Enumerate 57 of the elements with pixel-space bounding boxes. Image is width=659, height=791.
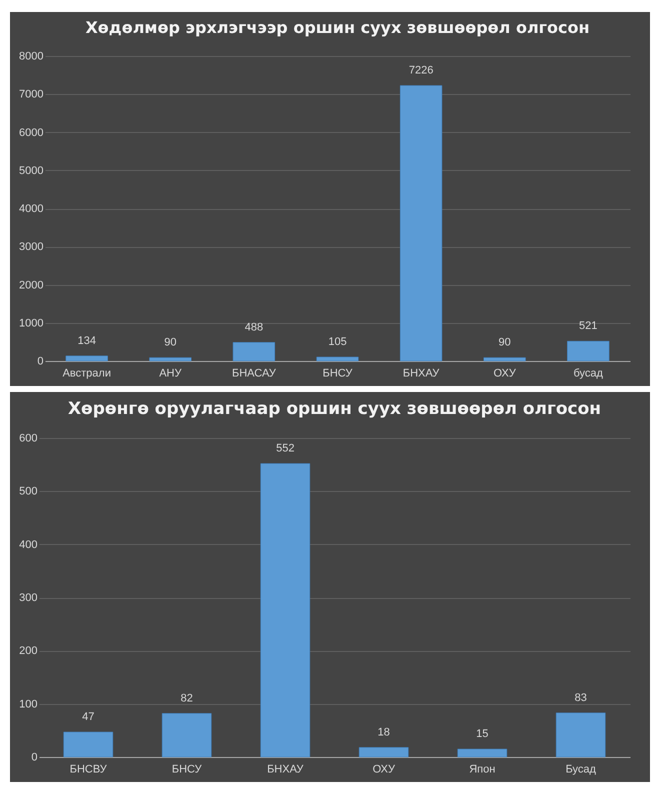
data-label: 7226 — [408, 64, 434, 77]
y-tick-label: 1000 — [19, 317, 44, 330]
x-tick-label: Бусад — [566, 764, 597, 776]
bar — [484, 357, 526, 362]
bar — [316, 356, 359, 362]
y-tick-label: 0 — [31, 752, 38, 764]
x-tick-label: БНХАУ — [402, 368, 440, 380]
bar — [232, 342, 276, 362]
data-label: 521 — [579, 320, 598, 332]
bar — [63, 732, 114, 758]
bar — [149, 357, 192, 362]
y-tick-label: 600 — [19, 432, 38, 444]
data-label: 18 — [378, 726, 390, 738]
x-tick-label: Австрали — [62, 368, 111, 380]
y-tick-label: 300 — [19, 592, 38, 604]
bar — [567, 340, 610, 362]
data-label: 15 — [476, 728, 488, 740]
bar — [400, 85, 442, 362]
y-tick-label: 3000 — [19, 241, 44, 254]
y-tick-label: 6000 — [19, 126, 44, 139]
data-label: 488 — [244, 321, 264, 334]
x-tick-label: БНХАУ — [267, 764, 304, 776]
data-label: 47 — [82, 711, 94, 724]
chart-title: Хөрөнгө оруулагчаар оршин суух зөвшөөрөл олгосон — [68, 399, 602, 419]
bar — [162, 713, 212, 758]
y-tick-label: 200 — [19, 645, 38, 658]
bar — [260, 463, 310, 758]
bar — [556, 712, 606, 758]
data-label: 552 — [276, 442, 294, 455]
x-tick-label: АНУ — [159, 368, 182, 380]
x-tick-label: БНАСАУ — [232, 368, 277, 380]
x-tick-label: БНСУ — [172, 764, 203, 776]
x-tick-label: ОХУ — [372, 764, 396, 776]
y-tick-label: 0 — [37, 356, 44, 368]
y-tick-label: 4000 — [19, 203, 44, 215]
data-label: 134 — [78, 334, 96, 347]
x-tick-label: БНСВУ — [70, 764, 108, 776]
y-tick-label: 7000 — [19, 88, 44, 101]
chart-title: Хөдөлмөр эрхлэгчээр оршин суух зөвшөөрөл олгосон — [85, 18, 590, 37]
y-tick-label: 8000 — [19, 50, 44, 62]
y-tick-label: 2000 — [19, 279, 44, 292]
y-tick-label: 5000 — [19, 164, 44, 177]
data-label: 105 — [328, 336, 347, 348]
x-tick-label: ОХУ — [493, 368, 517, 380]
data-label: 82 — [180, 692, 193, 704]
x-tick-label: Япон — [469, 764, 496, 776]
data-label: 90 — [498, 336, 511, 349]
x-tick-label: БНСУ — [322, 368, 354, 380]
bar — [457, 748, 508, 758]
y-tick-label: 400 — [19, 538, 38, 551]
y-tick-label: 500 — [19, 486, 38, 498]
data-label: 83 — [574, 692, 587, 704]
y-tick-label: 100 — [19, 698, 38, 710]
x-tick-label: бусад — [573, 368, 604, 380]
bar — [358, 747, 409, 758]
data-label: 90 — [164, 336, 176, 349]
bar — [66, 356, 108, 362]
